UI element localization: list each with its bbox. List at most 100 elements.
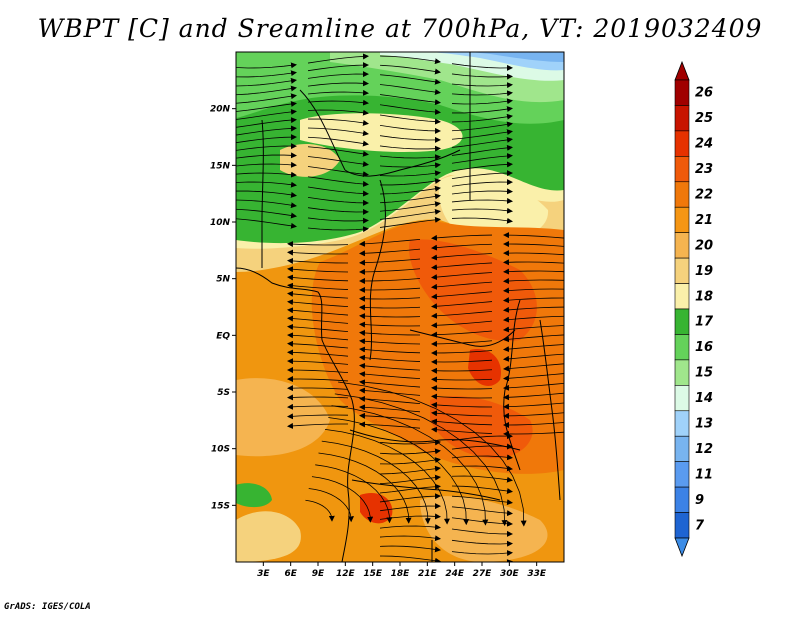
streamline — [451, 454, 513, 461]
grads-credit: GrADS: IGES/COLA — [4, 602, 91, 612]
streamline — [307, 109, 369, 116]
streamline — [287, 422, 349, 429]
streamline — [451, 144, 513, 156]
streamline — [287, 323, 349, 333]
streamline — [379, 170, 441, 177]
streamline — [503, 315, 564, 323]
border-lake-east — [503, 299, 521, 471]
colorbar-segment — [674, 181, 690, 208]
streamline — [379, 124, 441, 134]
streamline — [503, 430, 564, 437]
lon-tick-label: 3E — [257, 569, 270, 579]
streamline — [431, 301, 493, 310]
streamline — [379, 493, 441, 503]
streamline — [236, 85, 297, 96]
streamline — [451, 433, 513, 441]
streamline — [503, 278, 564, 285]
coastline-west — [236, 267, 355, 562]
streamline — [236, 199, 297, 209]
streamline — [379, 55, 441, 65]
streamline — [318, 452, 412, 524]
streamline — [451, 465, 513, 472]
streamline — [359, 421, 421, 429]
streamline — [379, 104, 441, 115]
colorbar-segment — [674, 257, 690, 284]
colorbar-label: 13 — [695, 417, 713, 432]
lon-tick-label: 27E — [473, 569, 493, 579]
streamline — [287, 385, 349, 392]
lon-tick-label: 21E — [418, 569, 438, 579]
streamline — [359, 338, 421, 345]
streamline — [451, 188, 513, 195]
streamline — [307, 62, 369, 72]
streamline — [359, 286, 421, 293]
streamline — [431, 376, 493, 383]
colorbar-segment — [674, 334, 690, 361]
colorbar-label: 14 — [695, 391, 713, 406]
streamline — [287, 257, 349, 264]
streamline — [431, 426, 493, 434]
streamline — [431, 262, 493, 271]
streamline — [287, 241, 349, 248]
streamline — [379, 513, 441, 520]
streamline — [308, 488, 354, 523]
colorbar-segment — [674, 206, 690, 233]
colorbar-label: 12 — [695, 442, 713, 457]
streamline — [451, 136, 513, 148]
lat-tick-label: 5N — [216, 275, 230, 285]
lat-tick-label: EQ — [216, 331, 230, 341]
streamline — [307, 53, 369, 64]
colorbar-over-arrow — [674, 60, 690, 81]
streamline — [236, 117, 297, 128]
streamline — [503, 334, 564, 343]
streamline — [359, 395, 421, 405]
streamline — [359, 277, 421, 284]
streamline — [307, 217, 369, 224]
colorbar: 26 25 24 23 22 21 20 19 18 17 16 15 14 13 12 11 9 7 — [674, 60, 714, 558]
colorbar-segment — [674, 385, 690, 412]
streamline — [379, 216, 441, 228]
border-1 — [261, 119, 264, 268]
colorbar-label: 23 — [695, 162, 713, 177]
streamline — [379, 545, 441, 553]
streamline — [307, 207, 369, 215]
streamline — [503, 259, 564, 266]
streamline — [236, 134, 297, 144]
streamline — [503, 297, 564, 304]
streamline — [236, 125, 297, 136]
streamline — [379, 483, 441, 494]
streamline — [287, 376, 349, 383]
streamline — [451, 170, 513, 179]
streamline — [451, 207, 513, 214]
streamline — [431, 349, 493, 356]
streamline — [379, 201, 441, 212]
streamline — [431, 385, 493, 392]
streamline — [451, 113, 513, 123]
streamline — [379, 64, 441, 75]
lon-tick-label: 33E — [527, 569, 547, 579]
streamline — [307, 226, 369, 233]
lat-tick-label: 5S — [217, 388, 230, 398]
streamline — [287, 340, 349, 349]
border-3 — [344, 149, 461, 177]
streamline — [379, 448, 441, 455]
streamline — [451, 161, 513, 172]
streamline — [451, 106, 513, 114]
streamline — [236, 190, 297, 198]
colorbar-label: 26 — [695, 86, 713, 101]
colorbar-label: 15 — [695, 366, 713, 381]
streamline — [307, 176, 369, 187]
streamline — [431, 367, 493, 374]
colorbar-label: 16 — [695, 340, 713, 355]
streamline — [503, 268, 564, 275]
lat-tick-label: 10S — [211, 445, 230, 455]
wbpt-field-18-pocket — [439, 174, 549, 242]
latitude-axis: 20N 15N 10N 5N EQ 5S 10S 15S — [210, 105, 236, 511]
lon-tick-label: 18E — [391, 569, 411, 579]
colorbar-label: 7 — [695, 518, 705, 533]
colorbar-segment — [674, 486, 690, 513]
streamline — [503, 306, 564, 313]
streamline — [287, 394, 349, 401]
streamline — [379, 94, 441, 106]
streamline — [307, 127, 369, 137]
